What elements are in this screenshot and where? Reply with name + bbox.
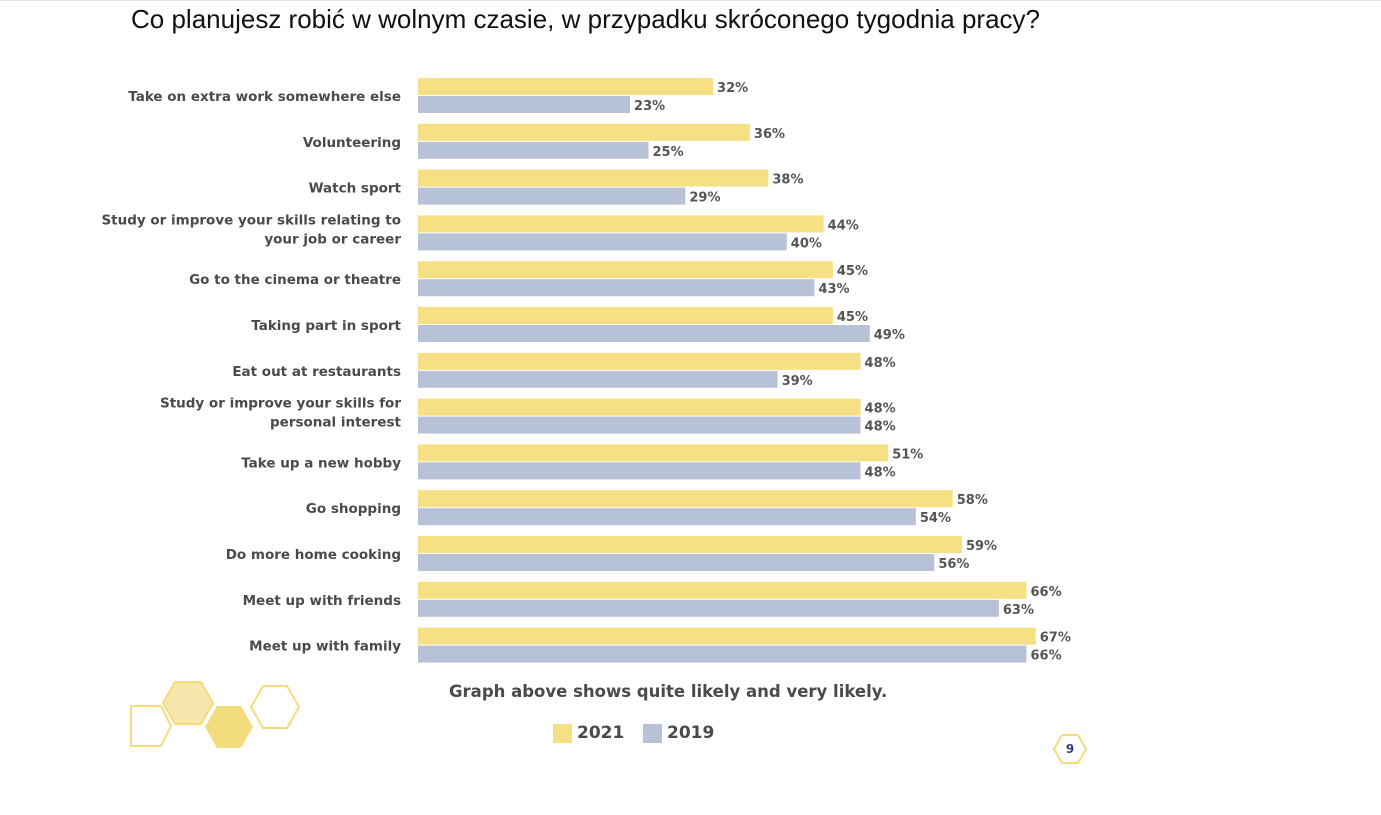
value-label-2019: 23% [634, 99, 665, 114]
bar-2019 [418, 645, 1027, 663]
legend-label-2021: 2021 [577, 723, 625, 743]
bar-2019 [418, 508, 916, 526]
hexagon-outline-icon [130, 705, 173, 747]
legend-swatch-2021 [553, 723, 572, 743]
bar-2021 [418, 78, 714, 95]
value-label-2021: 38% [772, 173, 803, 188]
value-label-2019: 48% [865, 465, 896, 480]
bar-2019 [418, 370, 778, 388]
value-label-2021: 44% [828, 218, 859, 233]
bar-2019 [418, 462, 861, 480]
value-label-2021: 48% [865, 356, 896, 371]
hexagon-filled-icon [205, 706, 253, 748]
value-label-2019: 49% [874, 328, 905, 343]
bar-2021 [418, 169, 769, 187]
bar-2019 [418, 554, 935, 571]
chart-note: Graph above shows quite likely and very … [449, 682, 888, 701]
value-label-2019: 29% [689, 191, 720, 206]
value-label-2021: 32% [717, 81, 748, 96]
category-label: Eat out at restaurants [232, 364, 401, 380]
bar-2021 [418, 627, 1036, 645]
value-label-2019: 40% [791, 236, 822, 251]
value-label-2021: 59% [966, 539, 997, 554]
bar-2019 [418, 325, 870, 342]
category-label: Study or improve your skills relating to… [101, 212, 401, 247]
legend-label-2019: 2019 [667, 723, 715, 743]
bar-2021 [418, 215, 824, 233]
value-label-2019: 48% [865, 420, 896, 435]
category-label: Volunteering [303, 135, 401, 151]
category-label: Taking part in sport [251, 318, 401, 334]
top-divider [0, 0, 1381, 1]
bar-2021 [418, 261, 833, 279]
category-label: Do more home cooking [226, 547, 401, 563]
value-label-2021: 36% [754, 127, 785, 142]
value-label-2019: 54% [920, 511, 951, 526]
bar-2021 [418, 490, 953, 508]
value-label-2021: 48% [865, 402, 896, 417]
bar-2019 [418, 599, 999, 617]
page-title: Co planujesz robić w wolnym czasie, w pr… [131, 4, 1040, 34]
category-label: Study or improve your skills for personal… [160, 396, 402, 431]
bar-2019 [418, 96, 631, 113]
value-label-2019: 63% [1003, 603, 1034, 618]
value-label-2021: 67% [1040, 631, 1071, 646]
value-label-2021: 51% [892, 447, 923, 462]
category-label: Go shopping [306, 501, 401, 517]
bar-2021 [418, 444, 889, 462]
legend-swatch-2019 [643, 723, 662, 743]
bar-2021 [418, 536, 962, 553]
hexagon-outline-icon [249, 685, 301, 729]
bar-2019 [418, 187, 686, 205]
hexagon-decoration [130, 681, 301, 748]
value-label-2021: 66% [1031, 585, 1062, 600]
bar-2019 [418, 416, 861, 434]
value-label-2021: 58% [957, 493, 988, 508]
bar-2021 [418, 307, 833, 324]
bar-2021 [418, 123, 750, 141]
value-label-2019: 66% [1031, 649, 1062, 664]
value-label-2019: 25% [653, 145, 684, 160]
bar-2019 [418, 279, 815, 297]
category-label: Meet up with family [249, 639, 401, 655]
category-label: Take on extra work somewhere else [128, 89, 401, 105]
bar-2021 [418, 352, 861, 370]
bar-2021 [418, 581, 1027, 599]
page-number: 9 [1065, 742, 1075, 756]
category-label: Watch sport [309, 181, 402, 197]
value-label-2019: 56% [938, 557, 969, 572]
category-label: Go to the cinema or theatre [189, 272, 401, 288]
value-label-2019: 39% [782, 374, 813, 389]
bar-2019 [418, 233, 787, 251]
value-label-2019: 43% [818, 282, 849, 297]
bar-2021 [418, 398, 861, 416]
hexagon-light-icon [161, 681, 215, 725]
value-label-2021: 45% [837, 310, 868, 325]
bar-2019 [418, 141, 649, 159]
legend-item-2019: 2019 [643, 722, 714, 744]
legend-item-2021: 2021 [553, 722, 624, 744]
value-label-2021: 45% [837, 264, 868, 279]
hexagon-outline-icon [1052, 734, 1088, 764]
category-label: Meet up with friends [243, 593, 401, 609]
category-label: Take up a new hobby [241, 455, 401, 471]
